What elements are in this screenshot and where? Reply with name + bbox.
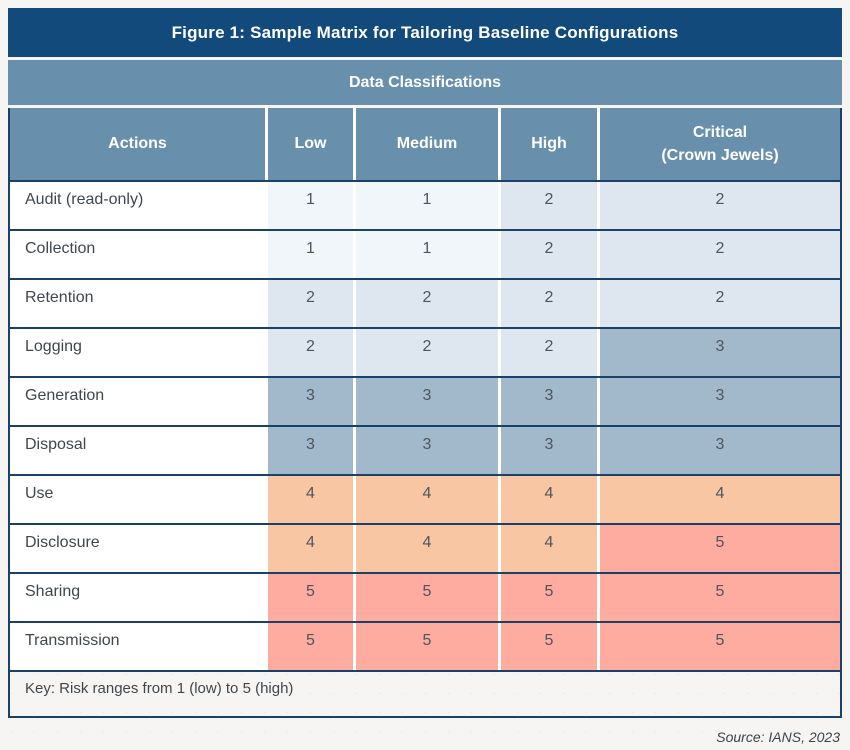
figure-title: Figure 1: Sample Matrix for Tailoring Ba… — [171, 22, 679, 42]
risk-cell: 2 — [501, 280, 597, 327]
risk-cell: 2 — [600, 231, 840, 278]
table-row: Collection 1 1 2 2 — [10, 229, 840, 278]
risk-cell: 2 — [600, 280, 840, 327]
risk-cell: 2 — [356, 280, 498, 327]
column-header-medium: Medium — [356, 108, 498, 180]
action-label: Use — [25, 485, 54, 502]
column-header-actions: Actions — [10, 108, 265, 180]
risk-cell: 5 — [600, 525, 840, 572]
table-rows: Audit (read-only) 1 1 2 2 Collection 1 1… — [10, 180, 840, 670]
risk-cell: 3 — [600, 378, 840, 425]
risk-cell: 5 — [600, 623, 840, 670]
table-row: Generation 3 3 3 3 — [10, 376, 840, 425]
action-label: Transmission — [25, 632, 120, 649]
risk-cell: 4 — [268, 525, 353, 572]
risk-cell: 4 — [268, 476, 353, 523]
risk-cell: 2 — [501, 182, 597, 229]
matrix-table: Actions Low Medium High Critical (Crown … — [8, 108, 842, 718]
table-row: Sharing 5 5 5 5 — [10, 572, 840, 621]
table-row: Retention 2 2 2 2 — [10, 278, 840, 327]
action-label: Collection — [25, 240, 96, 257]
risk-cell: 5 — [501, 574, 597, 621]
risk-cell: 4 — [501, 476, 597, 523]
risk-cell: 2 — [600, 182, 840, 229]
risk-cell: 4 — [356, 476, 498, 523]
risk-cell: 3 — [356, 378, 498, 425]
table-row: Transmission 5 5 5 5 — [10, 621, 840, 670]
action-label: Retention — [25, 289, 94, 306]
risk-cell: 4 — [501, 525, 597, 572]
risk-cell: 3 — [600, 329, 840, 376]
table-row: Use 4 4 4 4 — [10, 474, 840, 523]
action-label: Generation — [25, 387, 105, 404]
risk-cell: 2 — [501, 329, 597, 376]
action-label: Audit (read-only) — [25, 191, 144, 208]
risk-cell: 2 — [356, 329, 498, 376]
key-note-row: Key: Risk ranges from 1 (low) to 5 (high… — [10, 670, 840, 718]
risk-cell: 4 — [356, 525, 498, 572]
risk-cell: 3 — [268, 427, 353, 474]
risk-cell: 5 — [356, 623, 498, 670]
risk-cell: 5 — [356, 574, 498, 621]
risk-cell: 3 — [501, 427, 597, 474]
risk-cell: 1 — [356, 182, 498, 229]
risk-cell: 3 — [268, 378, 353, 425]
key-note: Key: Risk ranges from 1 (low) to 5 (high… — [25, 680, 294, 697]
group-header-label: Data Classifications — [348, 73, 502, 91]
group-header-bar: Data Classifications — [8, 60, 842, 105]
risk-cell: 5 — [600, 574, 840, 621]
risk-cell: 4 — [600, 476, 840, 523]
risk-cell: 5 — [268, 574, 353, 621]
risk-cell: 2 — [268, 329, 353, 376]
action-label: Logging — [25, 338, 82, 355]
risk-cell: 3 — [600, 427, 840, 474]
risk-cell: 2 — [268, 280, 353, 327]
table-row: Audit (read-only) 1 1 2 2 — [10, 180, 840, 229]
risk-cell: 3 — [356, 427, 498, 474]
action-label: Disclosure — [25, 534, 100, 551]
action-label: Disposal — [25, 436, 87, 453]
source-attribution: Source: IANS, 2023 — [716, 729, 840, 745]
action-label: Sharing — [25, 583, 81, 600]
figure-title-bar: Figure 1: Sample Matrix for Tailoring Ba… — [8, 8, 842, 57]
risk-cell: 1 — [268, 182, 353, 229]
table-row: Disclosure 4 4 4 5 — [10, 523, 840, 572]
risk-cell: 1 — [356, 231, 498, 278]
table-header-row: Actions Low Medium High Critical (Crown … — [10, 108, 840, 180]
risk-cell: 1 — [268, 231, 353, 278]
table-row: Disposal 3 3 3 3 — [10, 425, 840, 474]
risk-cell: 5 — [501, 623, 597, 670]
risk-cell: 2 — [501, 231, 597, 278]
column-header-low: Low — [268, 108, 353, 180]
risk-cell: 3 — [501, 378, 597, 425]
table-row: Logging 2 2 2 3 — [10, 327, 840, 376]
column-header-high: High — [501, 108, 597, 180]
column-header-critical: Critical (Crown Jewels) — [600, 108, 840, 180]
risk-cell: 5 — [268, 623, 353, 670]
